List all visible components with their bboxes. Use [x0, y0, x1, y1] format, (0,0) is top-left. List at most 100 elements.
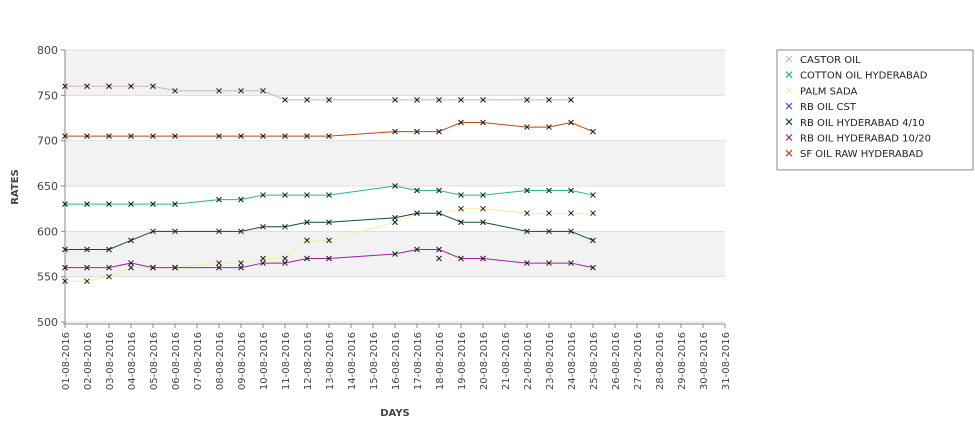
- data-point-marker: [216, 228, 222, 235]
- data-point-marker: [150, 228, 156, 235]
- data-point-marker: [216, 87, 222, 94]
- y-tick-label: 700: [37, 135, 58, 148]
- data-point-marker: [524, 187, 530, 194]
- data-point-marker: [414, 210, 420, 217]
- data-point-marker: [568, 260, 574, 266]
- data-point-marker: [414, 246, 420, 253]
- data-point-marker: [84, 278, 90, 285]
- data-point-marker: [282, 260, 288, 266]
- data-point-marker: [150, 264, 156, 271]
- legend-label: RB OIL HYDERABAD 10/20: [800, 134, 931, 145]
- y-tick-label: 600: [37, 225, 58, 238]
- data-point-marker: [436, 97, 442, 103]
- data-point-marker: [458, 205, 464, 212]
- data-point-marker: [524, 260, 530, 266]
- x-tick-label: 22-08-2016: [523, 332, 534, 390]
- data-point-marker: [282, 223, 288, 230]
- data-point-marker: [392, 128, 398, 135]
- data-point-marker: [172, 201, 178, 207]
- data-point-marker: [172, 228, 178, 235]
- data-point-marker: [590, 237, 596, 244]
- data-point-marker: [524, 210, 530, 217]
- data-point-marker: [282, 255, 288, 262]
- data-point-marker: [260, 260, 266, 266]
- x-tick-label: 24-08-2016: [567, 332, 578, 390]
- x-tick-label: 11-08-2016: [281, 332, 292, 390]
- x-tick-label: 15-08-2016: [369, 332, 380, 390]
- series-rb-oil-cst: [436, 255, 442, 262]
- data-point-marker: [436, 128, 442, 135]
- data-point-marker: [128, 260, 134, 266]
- x-tick-label: 21-08-2016: [501, 332, 512, 390]
- data-point-marker: [480, 205, 486, 212]
- data-point-marker: [128, 83, 134, 90]
- data-point-marker: [62, 278, 68, 285]
- data-point-marker: [326, 133, 332, 139]
- y-axis-label: RATES: [10, 169, 21, 205]
- data-point-marker: [106, 133, 112, 139]
- data-point-marker: [304, 133, 310, 139]
- legend-item: SF OIL RAW HYDERABAD: [785, 149, 923, 160]
- legend-label: COTTON OIL HYDERABAD: [800, 71, 928, 82]
- data-point-marker: [304, 255, 310, 262]
- data-point-marker: [458, 219, 464, 226]
- legend-marker-icon: [785, 118, 793, 126]
- legend-label: CASTOR OIL: [800, 55, 861, 66]
- data-point-marker: [260, 133, 266, 139]
- grid-band: [65, 95, 725, 141]
- data-point-marker: [62, 83, 68, 90]
- series-cotton-oil-hyderabad: [62, 183, 596, 207]
- data-point-marker: [282, 97, 288, 103]
- data-point-marker: [414, 128, 420, 135]
- data-point-marker: [304, 237, 310, 244]
- legend-box: [776, 49, 974, 171]
- data-point-marker: [106, 246, 112, 253]
- x-tick-label: 18-08-2016: [435, 332, 446, 390]
- data-point-marker: [546, 187, 552, 194]
- data-point-marker: [84, 264, 90, 271]
- data-point-marker: [106, 201, 112, 207]
- series-castor-oil: [62, 83, 574, 103]
- data-point-marker: [238, 196, 244, 203]
- legend-item: CASTOR OIL: [785, 55, 861, 66]
- legend: CASTOR OIL COTTON OIL HYDERABAD PALM SADA R…: [776, 49, 974, 171]
- data-point-marker: [480, 255, 486, 262]
- data-point-marker: [150, 133, 156, 139]
- legend-marker-icon: [785, 86, 793, 94]
- data-point-marker: [62, 246, 68, 253]
- data-point-marker: [84, 246, 90, 253]
- data-point-marker: [282, 192, 288, 198]
- series-rb-oil-hyderabad-10-20: [62, 246, 596, 271]
- x-tick-label: 01-08-2016: [61, 332, 72, 390]
- data-point-marker: [436, 210, 442, 217]
- x-tick-label: 20-08-2016: [479, 332, 490, 390]
- data-point-marker: [326, 97, 332, 103]
- data-point-marker: [238, 260, 244, 266]
- data-point-marker: [414, 97, 420, 103]
- data-point-marker: [392, 251, 398, 257]
- grid-band: [65, 186, 725, 232]
- data-point-marker: [304, 219, 310, 226]
- x-tick-label: 16-08-2016: [391, 332, 402, 390]
- y-tick-label: 650: [37, 180, 58, 193]
- data-point-marker: [106, 264, 112, 271]
- data-point-marker: [392, 214, 398, 221]
- data-point-marker: [546, 124, 552, 130]
- data-point-marker: [84, 133, 90, 139]
- data-point-marker: [392, 183, 398, 189]
- series-sf-oil-raw-hyderabad: [62, 119, 596, 139]
- data-point-marker: [326, 237, 332, 244]
- legend-marker-icon: [785, 149, 793, 157]
- data-point-marker: [216, 264, 222, 271]
- y-tick-label: 550: [37, 271, 58, 284]
- x-tick-label: 25-08-2016: [589, 332, 600, 390]
- data-point-marker: [238, 87, 244, 94]
- legend-marker-icon: [785, 102, 793, 110]
- data-point-marker: [260, 192, 266, 198]
- x-tick-label: 19-08-2016: [457, 332, 468, 390]
- data-point-marker: [238, 133, 244, 139]
- data-point-marker: [590, 264, 596, 271]
- x-tick-label: 27-08-2016: [633, 332, 644, 390]
- data-point-marker: [150, 201, 156, 207]
